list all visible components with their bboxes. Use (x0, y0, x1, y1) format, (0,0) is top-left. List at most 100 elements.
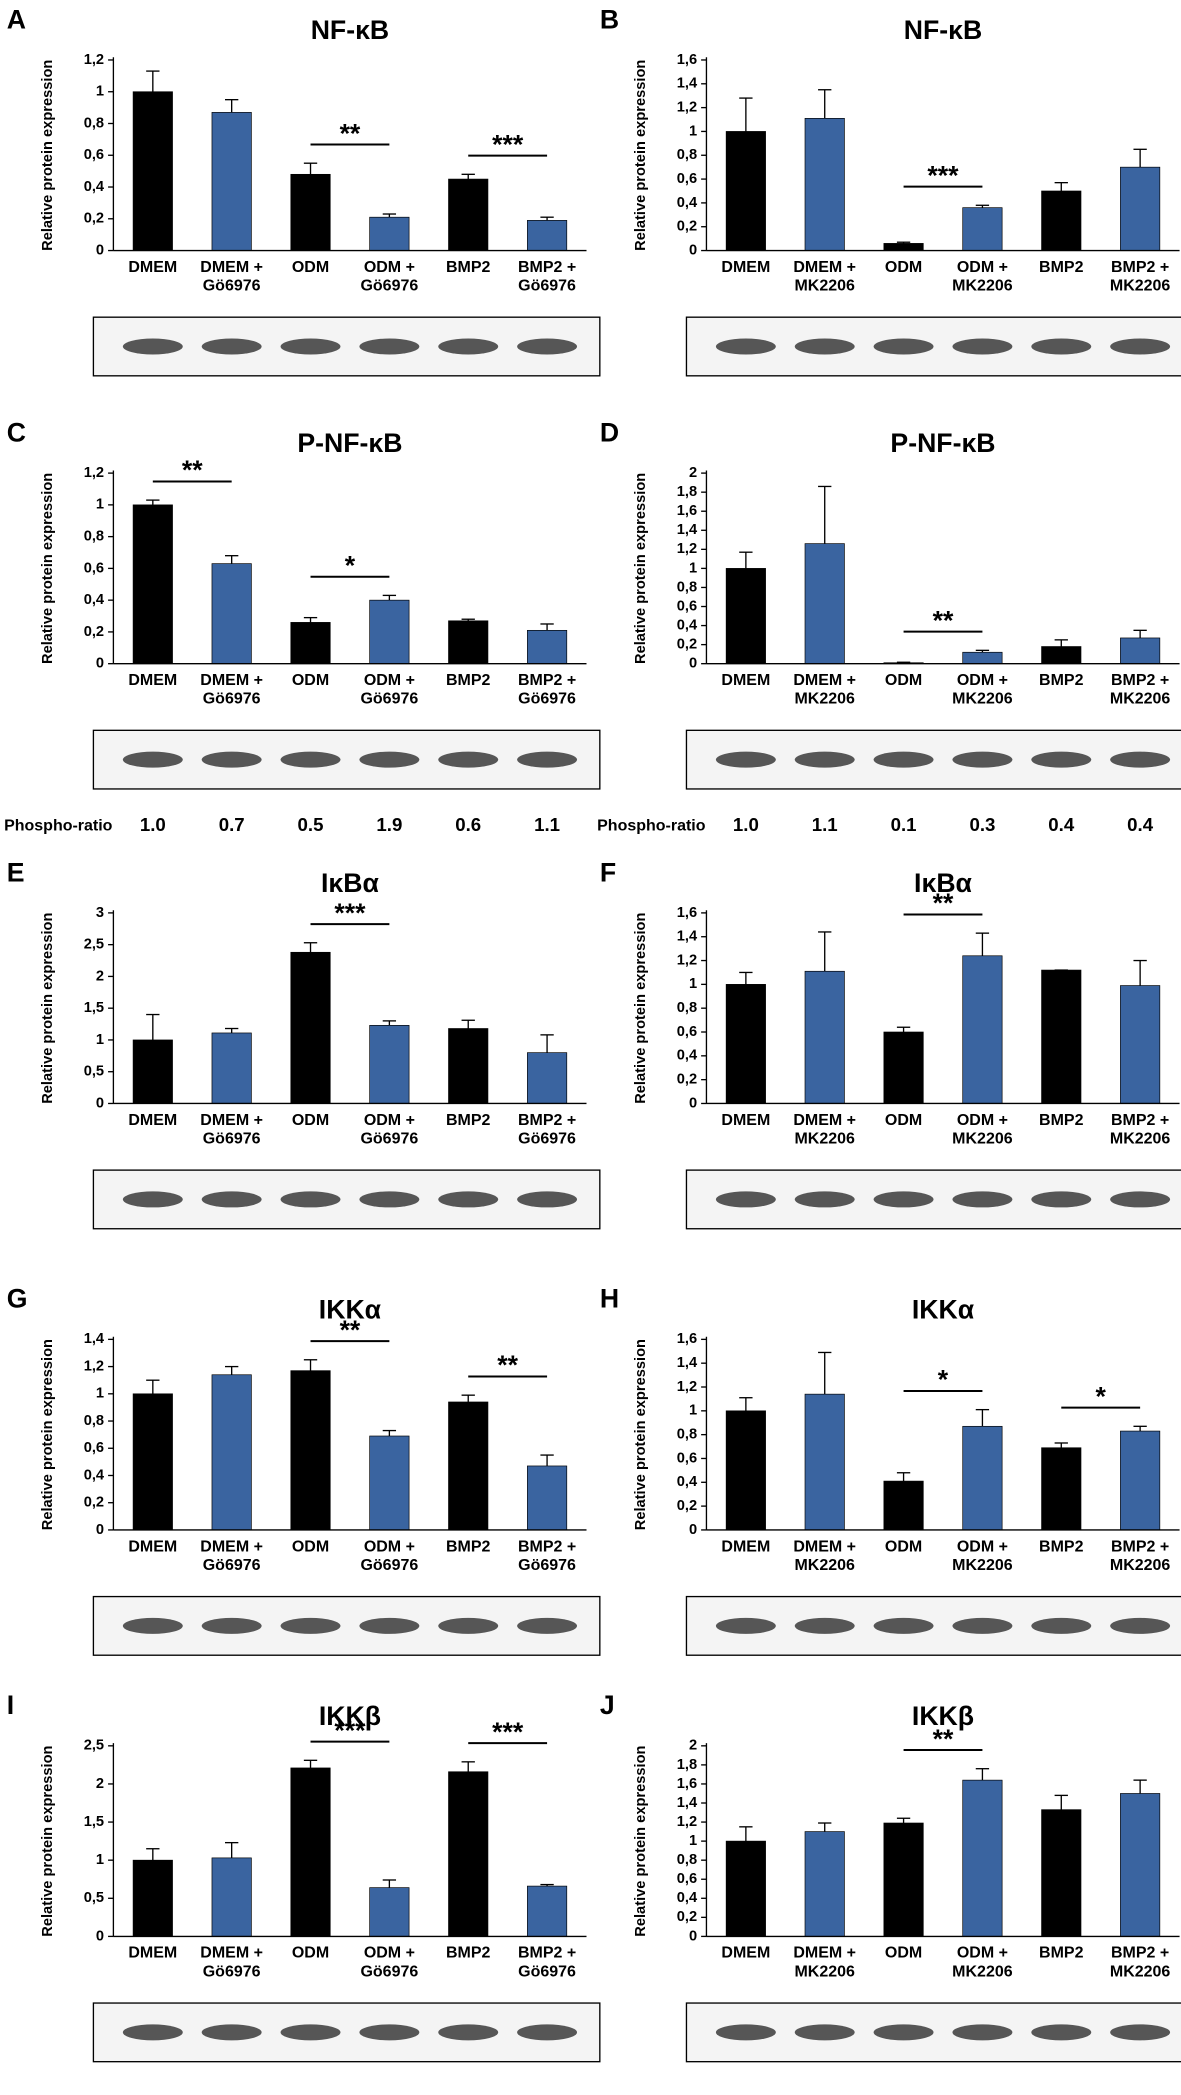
x-label-box: ODM + MK2206 (952, 1111, 1012, 1146)
x-label-box: BMP2 (446, 1111, 490, 1128)
x-tick-label: BMP2 + MK2206 (1109, 1537, 1171, 1574)
x-label-box: ODM (885, 1538, 922, 1555)
x-tick-label: DMEM + MK2206 (793, 258, 857, 295)
x-tick-label: DMEM (721, 1944, 771, 1962)
bar (1120, 985, 1161, 1104)
bar (804, 970, 845, 1104)
bar (962, 651, 1003, 665)
bar (804, 543, 845, 665)
x-label-box: DMEM (128, 672, 177, 689)
x-label-box: ODM + MK2206 (952, 1538, 1012, 1573)
x-tick-label: ODM (884, 1944, 923, 1962)
x-tick-label: BMP2 + Gö6976 (517, 1537, 577, 1574)
y-tick-label: 1,4 (84, 1331, 105, 1347)
x-label-box: ODM (292, 672, 329, 689)
significance-label: * (1096, 1381, 1107, 1411)
x-label-box: ODM (292, 1944, 329, 1961)
x-label-box: BMP2 + MK2206 (1109, 1537, 1171, 1574)
bar (527, 1052, 568, 1104)
y-tick-label: 2 (689, 1738, 697, 1754)
y-tick-label: 0,6 (677, 1871, 697, 1887)
y-tick-label: 2 (96, 1776, 104, 1792)
chart-title: IKKα (319, 1294, 382, 1324)
y-tick-label: 0,4 (84, 592, 105, 608)
y-tick-label: 0 (689, 1928, 697, 1944)
y-axis-label: Relative protein expression (633, 473, 649, 664)
y-tick-label: 0,2 (677, 219, 697, 235)
blot-band (794, 1191, 855, 1208)
y-tick-label: 0,2 (84, 1495, 104, 1511)
bar (211, 112, 252, 251)
significance-label: *** (492, 129, 524, 159)
blot-band (715, 2024, 776, 2041)
y-tick-label: 1,5 (84, 1814, 104, 1830)
phospho-ratio-value: 1.1 (812, 814, 838, 835)
chart-title: P-NF-κB (890, 428, 995, 458)
y-tick-label: 1 (689, 976, 697, 992)
y-tick-label: 1,8 (677, 1757, 697, 1773)
x-label-box: DMEM + MK2206 (793, 1111, 856, 1146)
panel: E IκBα Relative protein expression 0 0,5 1 1,5… (7, 857, 601, 1230)
bar (883, 1822, 924, 1937)
y-tick-label: 0,8 (677, 1000, 697, 1016)
x-tick-label: ODM (291, 1537, 330, 1556)
y-tick-label: 1,2 (677, 1379, 697, 1395)
y-tick-label: 0,2 (677, 1498, 697, 1514)
bar (804, 118, 845, 251)
panel-letter: J (600, 1690, 615, 1720)
y-axis-label: Relative protein expression (633, 1745, 649, 1936)
y-tick-label: 0 (96, 242, 104, 258)
bar (1120, 637, 1161, 665)
y-tick-label: 1 (96, 1852, 104, 1868)
x-label-box: DMEM + MK2206 (793, 1538, 856, 1573)
bar (1120, 1793, 1161, 1937)
y-tick-label: 1,2 (677, 952, 697, 968)
y-tick-label: 1,4 (677, 522, 698, 538)
panel-letter: C (7, 418, 26, 448)
panel-letter: E (7, 857, 25, 887)
x-tick-label: BMP2 (445, 1944, 491, 1962)
bar (883, 1480, 924, 1531)
bar (448, 1028, 489, 1104)
x-label-box: ODM + Gö6976 (360, 259, 418, 294)
x-tick-label: DMEM + Gö6976 (200, 1537, 263, 1574)
bar (962, 1425, 1003, 1531)
blot-band (517, 2024, 578, 2041)
panel: F IκBα Relative protein expression 0 0,2 0,4 0… (600, 857, 1181, 1230)
blot-band (122, 1617, 183, 1634)
blot-band (952, 2024, 1013, 2041)
y-tick-label: 0,2 (677, 1909, 697, 1925)
significance-label: * (938, 1365, 949, 1395)
y-axis-label: Relative protein expression (40, 1745, 56, 1936)
x-label-box: BMP2 (1039, 1944, 1083, 1961)
x-label-box: DMEM + Gö6976 (200, 1944, 263, 1979)
blot-band (438, 1191, 499, 1208)
x-label-box: ODM (885, 1111, 922, 1128)
x-label-box: BMP2 (1039, 1538, 1083, 1555)
x-label-box: DMEM + MK2206 (793, 258, 857, 295)
y-tick-label: 0,6 (677, 171, 697, 187)
x-label-box: DMEM + Gö6976 (200, 259, 263, 294)
x-label-box: DMEM + MK2206 (793, 672, 856, 707)
bar (527, 629, 568, 665)
blot-band (517, 1617, 578, 1634)
blot-band (359, 338, 420, 355)
x-label-box: BMP2 + MK2206 (1110, 1111, 1170, 1146)
x-label-box: BMP2 + Gö6976 (518, 259, 576, 294)
x-tick-label: ODM + Gö6976 (360, 1537, 419, 1574)
blot-band (122, 338, 183, 355)
y-tick-label: 0,8 (84, 115, 104, 131)
x-label-box: BMP2 (1039, 259, 1083, 276)
bar (211, 1374, 252, 1531)
x-tick-label: BMP2 + Gö6976 (517, 671, 577, 708)
y-tick-label: 0,8 (677, 1427, 697, 1443)
y-tick-label: 0,2 (84, 624, 104, 640)
x-label-box: ODM (885, 259, 922, 276)
bar (962, 207, 1003, 251)
significance-label: ** (340, 1315, 361, 1345)
y-tick-label: 1,2 (84, 52, 104, 68)
bar (290, 622, 331, 665)
significance-label: ** (340, 118, 361, 148)
significance-label: ** (933, 1724, 954, 1754)
y-tick-label: 0,2 (84, 211, 104, 227)
